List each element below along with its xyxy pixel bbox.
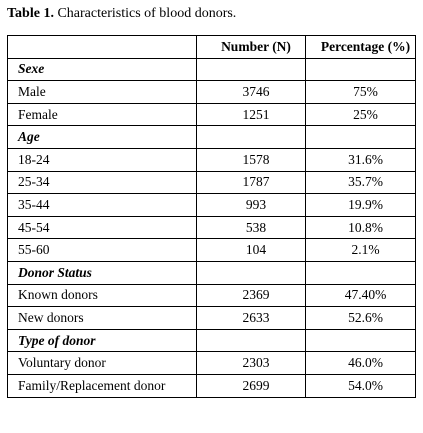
table-caption-text: Characteristics of blood donors. [53, 6, 237, 21]
row-number: 3746 [196, 80, 306, 104]
row-percentage: 54.0% [305, 373, 416, 398]
table-row: 45-54 538 10.8% [7, 215, 416, 240]
header-number: Number (N) [196, 35, 306, 59]
row-label: New donors [7, 306, 197, 330]
table-row: 25-34 1787 35.7% [7, 170, 416, 195]
section-empty-cell [305, 260, 416, 285]
row-label: Female [7, 102, 197, 127]
row-percentage: 31.6% [305, 147, 416, 172]
row-number: 2699 [196, 373, 306, 398]
row-percentage: 2.1% [305, 238, 416, 262]
table-row: New donors 2633 52.6% [7, 306, 416, 330]
row-label: Male [7, 80, 197, 104]
row-number: 538 [196, 215, 306, 240]
row-percentage: 75% [305, 80, 416, 104]
section-row: Donor Status [7, 260, 416, 285]
row-label: Family/Replacement donor [7, 373, 197, 398]
table-body: Sexe Male 3746 75% Female 1251 25% Age 18-24 1578… [7, 57, 416, 398]
row-percentage: 46.0% [305, 351, 416, 375]
row-number: 2633 [196, 306, 306, 330]
section-row: Type of donor [7, 328, 416, 353]
row-label: 55-60 [7, 238, 197, 262]
row-percentage: 52.6% [305, 306, 416, 330]
table-row: 18-24 1578 31.6% [7, 147, 416, 172]
row-percentage: 19.9% [305, 193, 416, 217]
table-caption: Table 1. Characteristics of blood donors… [7, 5, 236, 23]
section-title: Sexe [7, 57, 197, 82]
row-label: 18-24 [7, 147, 197, 172]
table-row: 35-44 993 19.9% [7, 193, 416, 217]
table-row: Known donors 2369 47.40% [7, 283, 416, 308]
row-label: 45-54 [7, 215, 197, 240]
row-number: 1251 [196, 102, 306, 127]
table-row: Voluntary donor 2303 46.0% [7, 351, 416, 375]
header-empty [7, 35, 197, 59]
row-percentage: 10.8% [305, 215, 416, 240]
section-empty-cell [196, 57, 306, 82]
table-row: Female 1251 25% [7, 102, 416, 127]
row-number: 993 [196, 193, 306, 217]
row-number: 104 [196, 238, 306, 262]
row-label: 35-44 [7, 193, 197, 217]
table-row: Male 3746 75% [7, 80, 416, 104]
section-empty-cell [305, 125, 416, 149]
section-empty-cell [305, 57, 416, 82]
section-empty-cell [196, 260, 306, 285]
row-percentage: 25% [305, 102, 416, 127]
section-row: Sexe [7, 57, 416, 82]
donor-characteristics-table: Number (N) Percentage (%) Sexe Male 3746 75… [7, 35, 416, 398]
section-row: Age [7, 125, 416, 149]
section-empty-cell [196, 125, 306, 149]
section-empty-cell [305, 328, 416, 353]
section-title: Age [7, 125, 197, 149]
header-percentage: Percentage (%) [305, 35, 416, 59]
table-row: Family/Replacement donor 2699 54.0% [7, 373, 416, 398]
row-label: 25-34 [7, 170, 197, 195]
table-row: 55-60 104 2.1% [7, 238, 416, 262]
row-percentage: 35.7% [305, 170, 416, 195]
row-number: 2369 [196, 283, 306, 308]
row-number: 2303 [196, 351, 306, 375]
row-label: Known donors [7, 283, 197, 308]
table-caption-label: Table 1. [7, 6, 54, 21]
row-label: Voluntary donor [7, 351, 197, 375]
section-empty-cell [196, 328, 306, 353]
row-number: 1787 [196, 170, 306, 195]
section-title: Donor Status [7, 260, 197, 285]
section-title: Type of donor [7, 328, 197, 353]
row-number: 1578 [196, 147, 306, 172]
table-header-row: Number (N) Percentage (%) [7, 35, 416, 59]
row-percentage: 47.40% [305, 283, 416, 308]
